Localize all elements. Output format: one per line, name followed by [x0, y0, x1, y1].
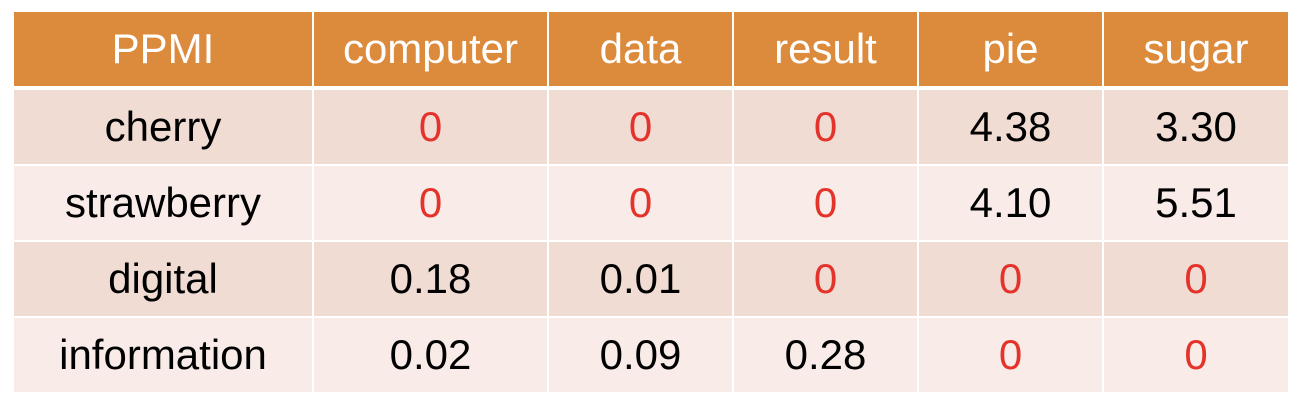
table-row: strawberry 0 0 0 4.10 5.51	[14, 166, 1288, 242]
table-row: digital 0.18 0.01 0 0 0	[14, 242, 1288, 318]
table-cell: 0	[734, 90, 919, 166]
table-cell: 0	[734, 242, 919, 318]
table-cell: 0	[549, 90, 734, 166]
table-cell: 0	[734, 166, 919, 242]
table-cell: 4.10	[919, 166, 1104, 242]
column-header-pie: pie	[919, 12, 1104, 90]
table-cell: 0.28	[734, 318, 919, 394]
table-cell: 5.51	[1104, 166, 1288, 242]
row-header-digital: digital	[14, 242, 314, 318]
column-header-computer: computer	[314, 12, 549, 90]
row-header-cherry: cherry	[14, 90, 314, 166]
table-cell: 0	[919, 242, 1104, 318]
header-row: PPMI computer data result pie sugar	[14, 12, 1288, 90]
column-header-data: data	[549, 12, 734, 90]
table-cell: 0	[1104, 318, 1288, 394]
table-cell: 0.18	[314, 242, 549, 318]
table-cell: 0	[919, 318, 1104, 394]
table-cell: 0	[1104, 242, 1288, 318]
table-cell: 0.02	[314, 318, 549, 394]
table-cell: 0	[314, 166, 549, 242]
table-cell: 0.09	[549, 318, 734, 394]
table-cell: 0	[549, 166, 734, 242]
row-header-information: information	[14, 318, 314, 394]
row-header-strawberry: strawberry	[14, 166, 314, 242]
corner-header-cell: PPMI	[14, 12, 314, 90]
table-row: information 0.02 0.09 0.28 0 0	[14, 318, 1288, 394]
column-header-result: result	[734, 12, 919, 90]
column-header-sugar: sugar	[1104, 12, 1288, 90]
table-row: cherry 0 0 0 4.38 3.30	[14, 90, 1288, 166]
table-cell: 0.01	[549, 242, 734, 318]
table-cell: 3.30	[1104, 90, 1288, 166]
table-cell: 0	[314, 90, 549, 166]
ppmi-table: PPMI computer data result pie sugar cher…	[14, 12, 1288, 394]
table-cell: 4.38	[919, 90, 1104, 166]
